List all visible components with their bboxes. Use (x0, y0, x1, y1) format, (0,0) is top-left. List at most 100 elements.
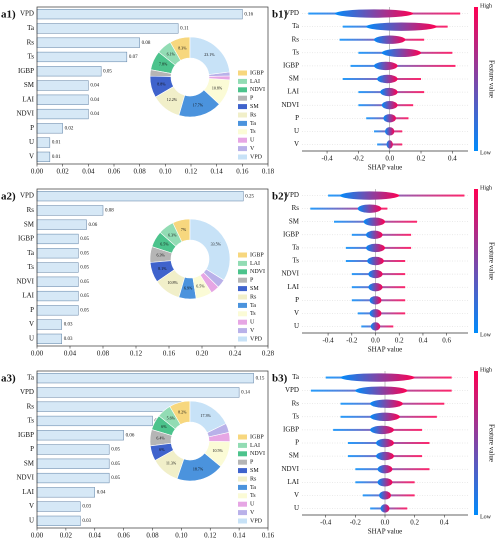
x-tick-label: 0.04 (89, 532, 102, 540)
feature-label: Rs (292, 35, 300, 43)
plot-frame (36, 188, 269, 347)
shap-range (350, 64, 456, 67)
slice-label: 18.7% (193, 466, 204, 471)
shap-core (377, 464, 393, 474)
feature-label: Ta (292, 373, 300, 381)
slice-label: 6.3% (168, 232, 177, 237)
colorbar (474, 7, 478, 151)
feature-label: IGBP (283, 230, 299, 238)
bar (36, 66, 102, 77)
shap-core (380, 504, 390, 513)
x-tick-label: 0.2 (410, 519, 419, 527)
legend-swatch (238, 146, 247, 152)
bar-value-label: 0.04 (97, 490, 106, 495)
slice-label: 12.2% (167, 97, 178, 102)
shap-core (377, 74, 398, 84)
x-tick-label: 0.18 (262, 168, 275, 176)
shap-core (368, 269, 383, 279)
y-tick-label: V (29, 152, 34, 160)
x-tick-label: 0.14 (211, 168, 224, 176)
bar-value-label: 0.06 (126, 433, 135, 438)
legend-swatch (238, 302, 247, 308)
x-tick-label: 0.4 (440, 519, 449, 527)
legend-label: LAI (250, 443, 260, 449)
bar (36, 108, 89, 120)
legend-swatch (238, 112, 247, 118)
bar-value-label: 0.15 (256, 376, 265, 381)
legend-swatch (238, 154, 247, 160)
legend-swatch (238, 104, 247, 110)
y-tick-label: LAI (22, 488, 34, 496)
bar-value-label: 0.05 (111, 448, 120, 453)
bar (36, 290, 79, 302)
x-tick-label: 0.12 (130, 350, 143, 358)
x-tick-label: 0.0 (381, 519, 390, 527)
y-tick-label: NDVI (17, 277, 35, 285)
legend-swatch (238, 434, 247, 440)
shap-core (374, 61, 398, 71)
y-tick-label: SM (24, 459, 35, 467)
y-tick-label: IGBP (18, 431, 34, 439)
slice-label: 6% (161, 424, 167, 429)
x-tick-label: 0.10 (175, 532, 188, 540)
y-tick-label: Ts (27, 53, 34, 61)
y-tick-label: V (29, 502, 34, 510)
legend-label: Rs (250, 112, 257, 118)
feature-label: SM (289, 452, 300, 460)
x-tick-label: 0.04 (82, 168, 95, 176)
shap-core (340, 373, 415, 382)
bar (36, 387, 240, 398)
bar (36, 23, 179, 34)
legend-label: P (250, 278, 254, 284)
bar (36, 501, 81, 512)
bar-value-label: 0.25 (245, 194, 254, 199)
bar (36, 487, 95, 498)
slice-label: 6.4% (156, 435, 165, 440)
shap-core (366, 230, 383, 240)
x-tick-label: 0.02 (57, 168, 70, 176)
y-tick-label: U (29, 138, 34, 146)
slice-label: 8.3% (178, 45, 187, 50)
feature-label: LAI (287, 88, 299, 96)
legend-label: U (250, 138, 255, 144)
bar-value-label: 0.05 (80, 251, 89, 256)
bar (36, 401, 182, 412)
legend-label: V (250, 328, 255, 334)
bar-value-label: 0.08 (142, 41, 151, 46)
legend-swatch (238, 328, 247, 334)
bar-value-label: 0.05 (80, 294, 89, 299)
feature-label: Rs (292, 204, 300, 212)
y-tick-label: VPD (20, 192, 34, 200)
legend-label: LAI (250, 261, 260, 267)
colorbar-title: Feature value (487, 242, 495, 280)
bar (36, 333, 62, 344)
bar-value-label: 0.07 (129, 55, 138, 60)
legend-swatch (238, 129, 247, 135)
slice-label: 8.8% (157, 81, 166, 86)
x-tick-label: 0.08 (146, 532, 159, 540)
shap-range (357, 312, 406, 315)
feature-label: IGBP (283, 426, 299, 434)
shap-core (374, 35, 406, 44)
legend-label: V (250, 146, 255, 152)
legend-label: VPD (250, 518, 263, 524)
y-tick-label: IGBP (18, 235, 34, 243)
legend-label: VPD (250, 154, 263, 160)
legend-swatch (238, 442, 247, 448)
bar-value-label: 0.03 (64, 323, 73, 328)
slice-label: 17.7% (193, 102, 204, 107)
x-tick-label: 0.0 (385, 155, 394, 163)
slice-label: 6.3% (157, 253, 166, 258)
bar (36, 430, 124, 441)
x-tick-label: -0.2 (350, 519, 362, 527)
bar (36, 515, 81, 526)
colorbar-high: High (480, 3, 492, 9)
slice-label: 10.5% (213, 448, 224, 453)
bar-value-label: 0.14 (241, 391, 250, 396)
shap-core (370, 412, 400, 422)
bar-value-label: 0.05 (80, 308, 89, 313)
bar (36, 205, 104, 216)
feature-label: Ts (292, 257, 299, 265)
shap-core (376, 451, 394, 461)
shap-core (380, 87, 398, 97)
